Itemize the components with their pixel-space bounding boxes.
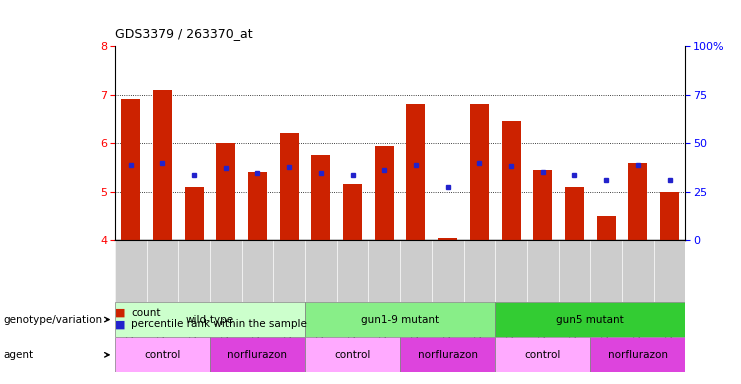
Bar <box>502 121 521 240</box>
Text: count: count <box>131 308 161 318</box>
Bar <box>660 192 679 240</box>
Bar <box>216 143 236 240</box>
Bar <box>495 302 685 337</box>
Text: norflurazon: norflurazon <box>418 350 478 360</box>
Bar <box>305 337 400 372</box>
Bar <box>407 104 425 240</box>
Text: norflurazon: norflurazon <box>227 350 288 360</box>
Bar <box>122 99 140 240</box>
Text: GDS3379 / 263370_at: GDS3379 / 263370_at <box>115 27 253 40</box>
Text: agent: agent <box>4 350 34 360</box>
Bar <box>628 162 648 240</box>
Bar <box>115 337 210 372</box>
Text: control: control <box>334 350 370 360</box>
Bar <box>185 187 204 240</box>
Text: norflurazon: norflurazon <box>608 350 668 360</box>
Bar <box>311 155 330 240</box>
Bar <box>279 133 299 240</box>
Text: gun1-9 mutant: gun1-9 mutant <box>361 314 439 324</box>
Text: wild-type: wild-type <box>186 314 234 324</box>
Bar <box>153 90 172 240</box>
Text: control: control <box>525 350 561 360</box>
Bar <box>248 172 267 240</box>
Bar <box>305 302 495 337</box>
Bar <box>438 238 457 240</box>
Text: control: control <box>144 350 181 360</box>
Bar <box>597 216 616 240</box>
Bar <box>495 337 591 372</box>
Bar <box>115 302 305 337</box>
Bar <box>400 337 495 372</box>
Text: ■: ■ <box>115 319 125 329</box>
Bar <box>591 337 685 372</box>
Bar <box>470 104 489 240</box>
Bar <box>375 146 393 240</box>
Bar <box>343 184 362 240</box>
Text: ■: ■ <box>115 308 125 318</box>
Text: percentile rank within the sample: percentile rank within the sample <box>131 319 307 329</box>
Text: genotype/variation: genotype/variation <box>4 314 103 324</box>
Text: gun5 mutant: gun5 mutant <box>556 314 624 324</box>
Bar <box>210 337 305 372</box>
Bar <box>565 187 584 240</box>
Bar <box>534 170 552 240</box>
